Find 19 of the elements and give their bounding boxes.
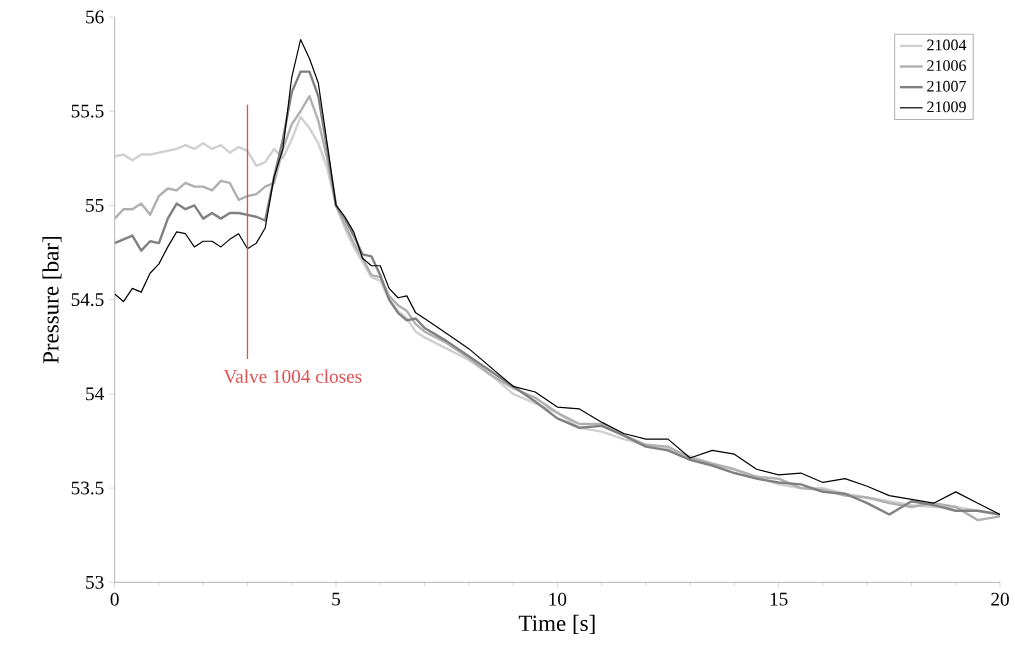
- y-tick-label: 55: [86, 199, 104, 212]
- y-tick-label: 54.5: [71, 293, 104, 307]
- y-tick-label: 53.5: [71, 481, 104, 495]
- x-tick-label: 15: [770, 592, 788, 606]
- x-tick-label: 0: [110, 592, 119, 606]
- y-axis-title: Pressure [bar]: [42, 237, 62, 364]
- y-tick-label: 56: [86, 10, 104, 24]
- legend-label: 21006: [927, 60, 967, 71]
- legend-label: 21009: [927, 101, 966, 113]
- legend-label: 21004: [927, 39, 967, 51]
- x-axis-title: Time [s]: [518, 614, 595, 634]
- x-tick-label: 5: [332, 592, 341, 606]
- y-tick-label: 55.5: [71, 104, 104, 118]
- x-tick-label: 10: [549, 592, 567, 606]
- ref-line-label: Valve 1004 closes: [223, 369, 362, 384]
- y-tick-label: 53: [86, 575, 104, 589]
- legend-label: 21007: [927, 80, 967, 92]
- y-tick-label: 54: [86, 387, 104, 401]
- x-tick-label: 20: [991, 592, 1009, 606]
